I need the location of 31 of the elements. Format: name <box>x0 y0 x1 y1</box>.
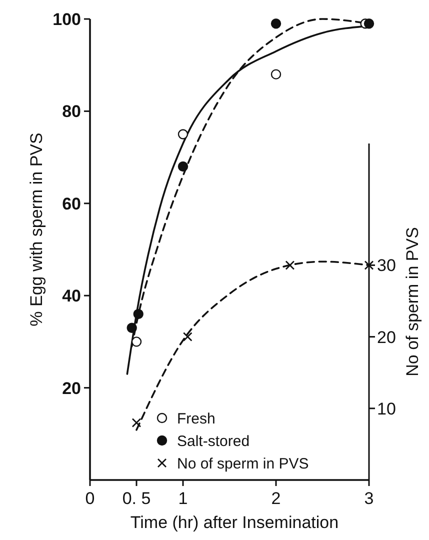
y2-tick-label: 30 <box>377 256 396 276</box>
point <box>285 260 295 270</box>
y-tick-label: 100 <box>52 10 81 29</box>
point <box>270 69 282 80</box>
point <box>178 129 188 140</box>
x-tick-label: 0. 5 <box>122 489 151 508</box>
point <box>126 322 137 333</box>
x-tick-label: 0 <box>85 489 95 508</box>
y-tick-label: 60 <box>62 194 81 214</box>
point <box>270 18 282 29</box>
y-axis-title: % Egg with sperm in PVS <box>27 132 46 326</box>
y-tick-label: 20 <box>62 378 81 398</box>
point <box>364 18 374 29</box>
legend-label: Salt-stored <box>177 433 250 450</box>
x-tick-label: 2 <box>271 489 281 508</box>
x-axis-title: Time (hr) after Insemination <box>130 513 339 532</box>
point <box>178 161 188 172</box>
point <box>364 260 374 270</box>
legend-label: Fresh <box>177 410 216 428</box>
x-tick-label: 3 <box>364 489 374 508</box>
point <box>132 418 142 428</box>
point <box>182 332 192 342</box>
y2-tick-label: 10 <box>377 399 396 418</box>
point <box>133 308 144 320</box>
y2-axis-title: No of sperm in PVS <box>403 227 422 376</box>
legend-label: No of sperm in PVS <box>177 456 309 472</box>
x-tick-label: 1 <box>178 489 188 508</box>
y2-tick-label: 20 <box>377 328 396 347</box>
y-tick-label: 80 <box>62 102 81 122</box>
y-tick-label: 40 <box>62 286 81 306</box>
point <box>131 336 142 347</box>
